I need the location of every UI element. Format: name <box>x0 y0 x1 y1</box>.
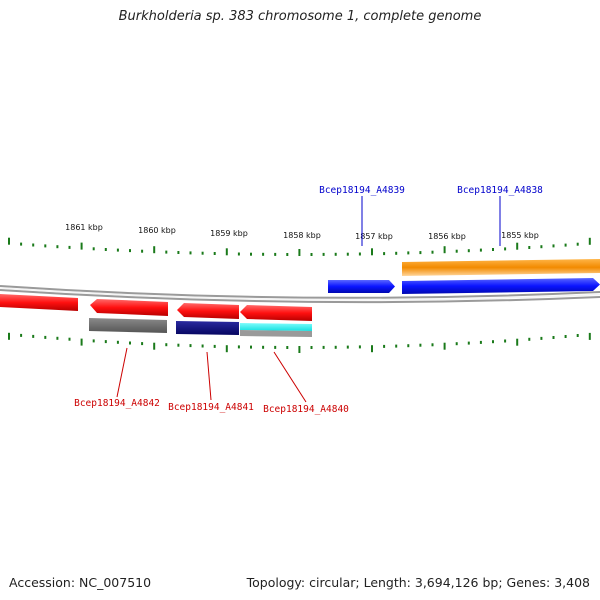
gene-Bcep18194_A4842-red[interactable] <box>90 299 168 316</box>
feature-gray-strip-A4840[interactable] <box>240 330 312 337</box>
tick-row-bottom <box>8 332 591 353</box>
gene-label-A4842[interactable]: Bcep18194_A4842 <box>74 398 160 409</box>
genome-backbone-highlight <box>0 287 600 301</box>
feature-gray-A4842[interactable] <box>89 318 167 333</box>
leader-line-A4841 <box>206 351 212 401</box>
topology-text: Topology: circular; Length: 3,694,126 bp… <box>246 575 590 590</box>
leader-line-A4840 <box>273 351 307 403</box>
scale-label-1858: 1858 kbp <box>283 231 321 240</box>
gene-Bcep18194_A4839[interactable] <box>328 280 395 293</box>
feature-orange[interactable] <box>402 259 600 276</box>
gene-Bcep18194_A4840-red[interactable] <box>240 305 312 321</box>
gene-Bcep18194_A4838[interactable] <box>402 278 600 294</box>
tick-row-top <box>8 237 591 256</box>
gene-label-A4840[interactable]: Bcep18194_A4840 <box>263 404 349 415</box>
gene-label-A4839[interactable]: Bcep18194_A4839 <box>319 185 405 196</box>
scale-label-1861: 1861 kbp <box>65 223 103 232</box>
scale-label-1856: 1856 kbp <box>428 232 466 241</box>
gene-label-A4841[interactable]: Bcep18194_A4841 <box>168 402 254 413</box>
feature-navy-A4841[interactable] <box>176 321 239 335</box>
gene-Bcep18194_A4841-red[interactable] <box>177 303 239 319</box>
map-title: Burkholderia sp. 383 chromosome 1, compl… <box>118 9 482 24</box>
leader-line-A4842 <box>116 347 128 398</box>
scale-label-1855: 1855 kbp <box>501 231 539 240</box>
scale-label-1860: 1860 kbp <box>138 226 176 235</box>
genome-backbone-inner <box>0 289 600 304</box>
genome-backbone <box>0 285 600 299</box>
scale-label-1859: 1859 kbp <box>210 229 248 238</box>
accession-text: Accession: NC_007510 <box>9 575 152 590</box>
gene-red-left-partial[interactable] <box>0 294 78 311</box>
gene-label-A4838[interactable]: Bcep18194_A4838 <box>457 185 543 196</box>
scale-label-1857: 1857 kbp <box>355 232 393 241</box>
feature-cyan-A4840[interactable] <box>240 323 312 331</box>
